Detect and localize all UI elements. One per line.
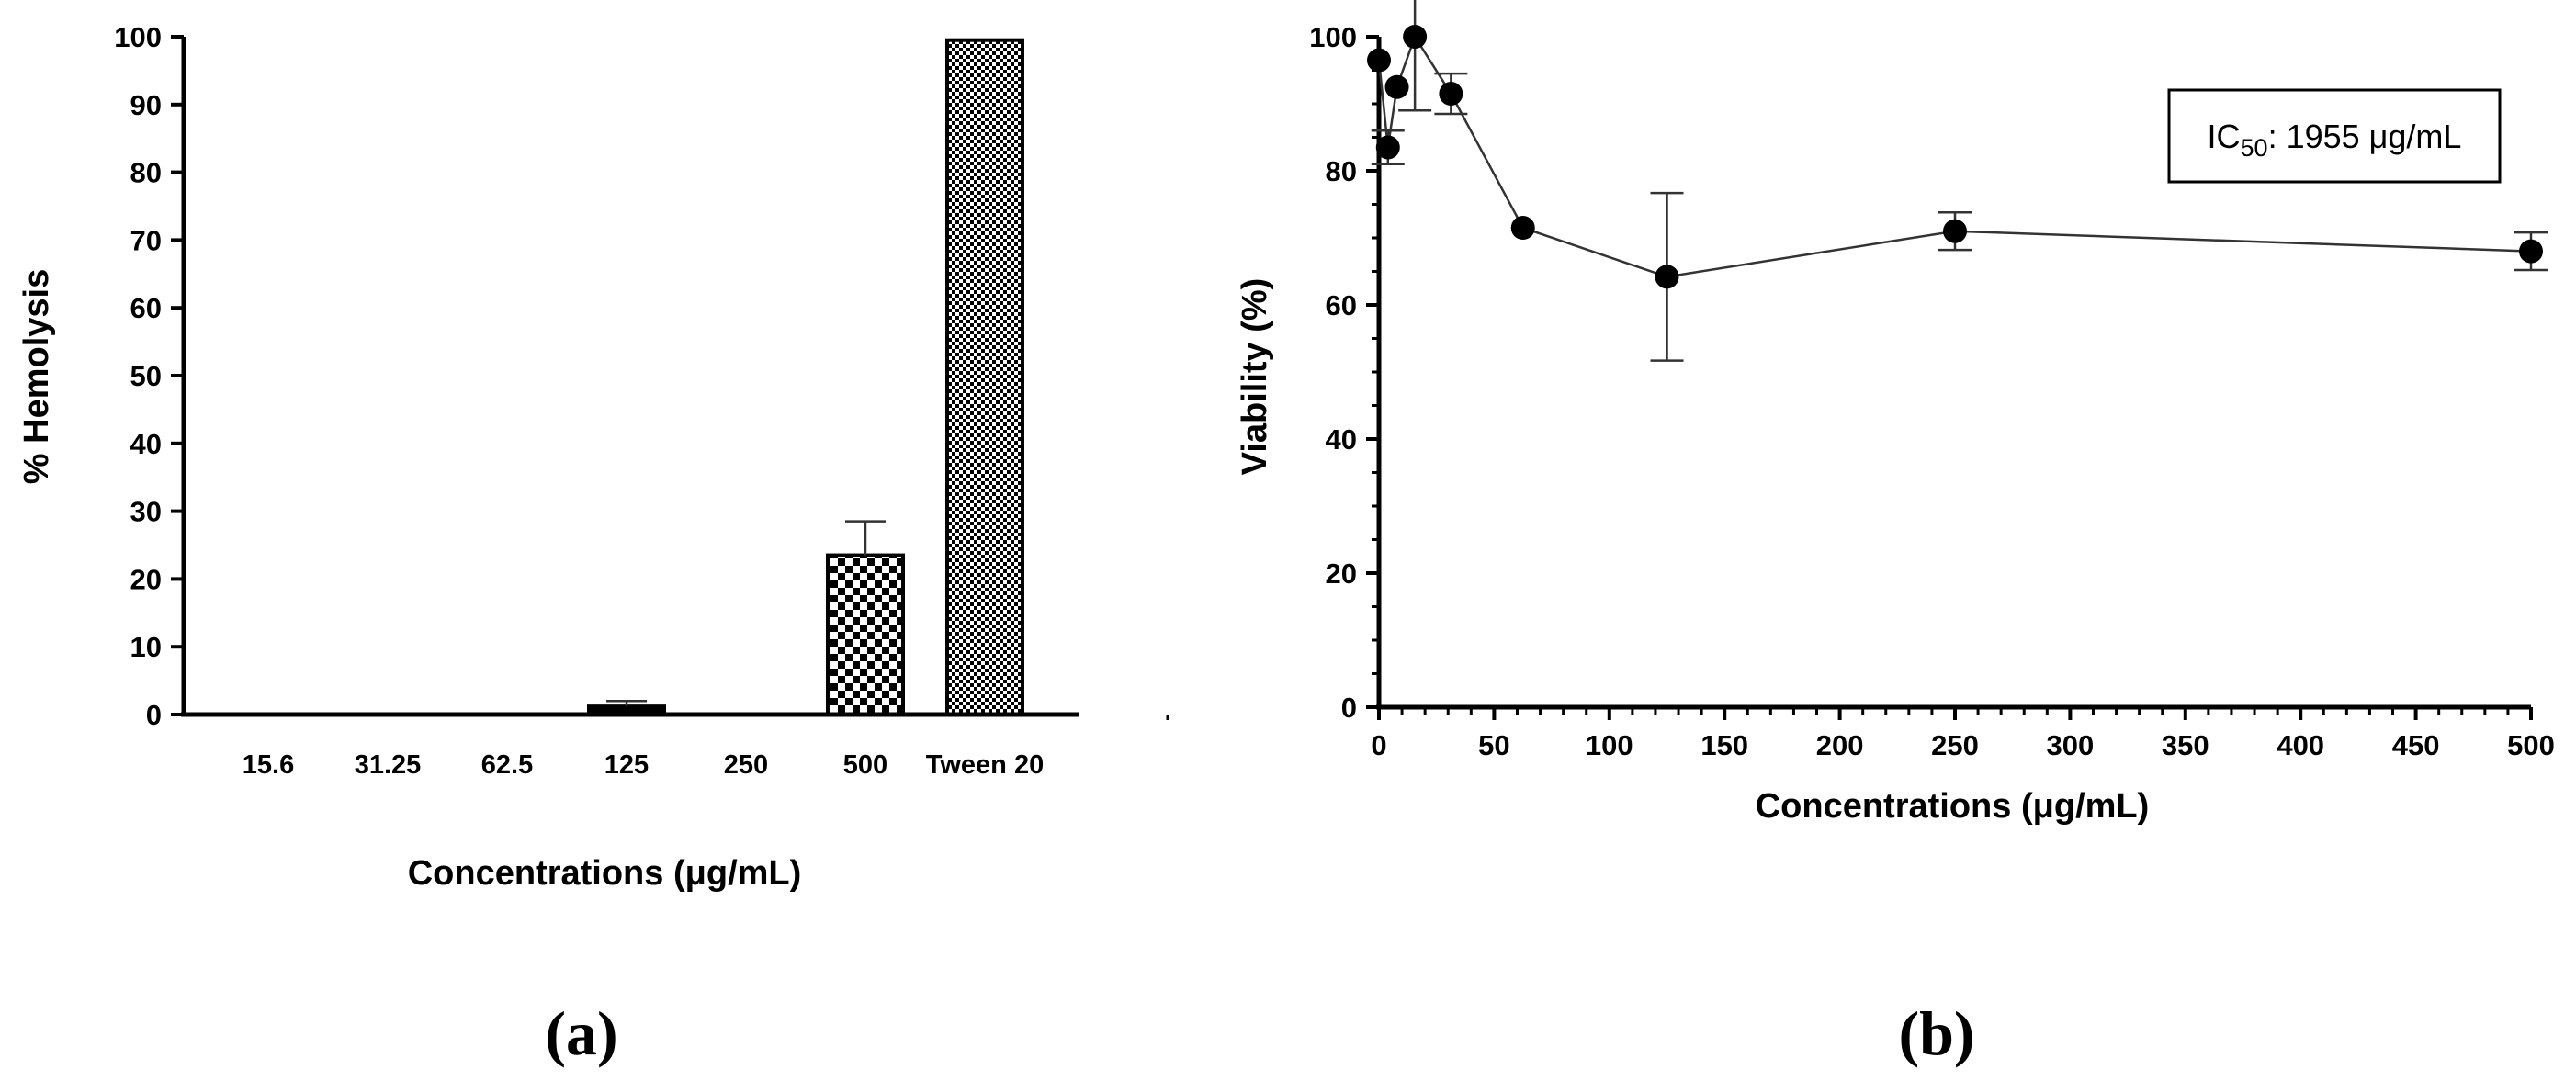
hemolysis-y-tick-label: 0 bbox=[146, 699, 162, 731]
viability-x-axis-label: Concentrations (μg/mL) bbox=[1756, 787, 2150, 826]
viability-x-tick-label: 400 bbox=[2277, 729, 2324, 761]
hemolysis-y-tick-label: 90 bbox=[130, 89, 162, 121]
hemolysis-y-tick-label: 40 bbox=[130, 428, 162, 460]
viability-point bbox=[2519, 239, 2543, 264]
hemolysis-y-tick-label: 20 bbox=[130, 563, 162, 595]
hemolysis-x-tick-label: 500 bbox=[843, 750, 887, 780]
hemolysis-y-tick-label: 60 bbox=[130, 292, 162, 324]
ic50-text: IC50: 1955 μg/mL bbox=[2208, 118, 2462, 162]
hemolysis-y-tick-label: 100 bbox=[114, 21, 162, 53]
hemolysis-y-tick-label: 70 bbox=[130, 224, 162, 256]
viability-y-tick-label: 80 bbox=[1326, 155, 1357, 187]
viability-chart: 0 20 40 60 80 100 0 50 100 150 200 250 300 350 400 450… bbox=[1236, 0, 2555, 1068]
hemolysis-bar bbox=[945, 38, 1024, 716]
hemolysis-x-tick-labels: 15.6 31.25 62.5 125 250 500 Tween 20 bbox=[243, 750, 1044, 780]
viability-y-tick-label: 40 bbox=[1326, 423, 1357, 456]
ic50-box bbox=[2167, 88, 2502, 184]
ic50-annotation: IC50: 1955 μg/mL bbox=[2167, 88, 2502, 184]
hemolysis-y-axis-label: % Hemolysis bbox=[17, 269, 56, 484]
hemolysis-y-tick-label: 50 bbox=[130, 360, 162, 392]
viability-x-tick-label: 0 bbox=[1371, 729, 1386, 761]
viability-x-tick-label: 100 bbox=[1586, 729, 1633, 761]
viability-x-tick-label: 350 bbox=[2162, 729, 2209, 761]
hemolysis-bars bbox=[587, 38, 1024, 716]
hemolysis-y-axis-ticks: 0 10 20 30 40 50 60 70 80 90 100 bbox=[114, 21, 184, 731]
panel-label-b: (b) bbox=[1898, 998, 1974, 1068]
viability-point bbox=[1510, 216, 1535, 241]
hemolysis-bar bbox=[826, 553, 905, 716]
viability-point bbox=[1384, 74, 1409, 99]
hemolysis-x-tick-label: Tween 20 bbox=[926, 750, 1044, 780]
viability-x-tick-label: 200 bbox=[1816, 729, 1864, 761]
hemolysis-x-axis-label: Concentrations (μg/mL) bbox=[408, 854, 802, 893]
hemolysis-x-tick-label: 125 bbox=[604, 750, 649, 780]
viability-y-axis-ticks: 0 20 40 60 80 100 bbox=[1309, 21, 1379, 724]
panel-label-a: (a) bbox=[545, 998, 617, 1068]
hemolysis-y-tick-label: 30 bbox=[130, 496, 162, 528]
viability-point bbox=[1655, 265, 1679, 289]
viability-point bbox=[1375, 135, 1400, 160]
viability-point bbox=[1403, 25, 1428, 49]
viability-y-tick-label: 0 bbox=[1341, 692, 1357, 724]
hemolysis-y-tick-label: 10 bbox=[130, 631, 162, 663]
viability-point bbox=[1439, 82, 1463, 107]
viability-x-tick-label: 250 bbox=[1931, 729, 1979, 761]
viability-y-tick-label: 20 bbox=[1326, 557, 1357, 590]
viability-series bbox=[1367, 0, 2548, 362]
hemolysis-chart: 0 10 20 30 40 50 60 70 80 90 100 15.6 31.25 62.5 125 2… bbox=[17, 21, 1079, 1068]
viability-x-tick-label: 500 bbox=[2507, 729, 2555, 761]
viability-point bbox=[1367, 48, 1391, 73]
viability-x-tick-label: 150 bbox=[1700, 729, 1748, 761]
hemolysis-x-tick-label: 62.5 bbox=[481, 750, 533, 780]
viability-x-axis-ticks: 0 50 100 150 200 250 300 350 400 450 500 bbox=[1371, 707, 2555, 761]
hemolysis-y-tick-label: 80 bbox=[130, 157, 162, 189]
viability-x-tick-label: 50 bbox=[1478, 729, 1509, 761]
viability-x-tick-label: 300 bbox=[2047, 729, 2095, 761]
viability-y-tick-label: 100 bbox=[1309, 21, 1357, 53]
viability-y-tick-label: 60 bbox=[1326, 289, 1357, 321]
hemolysis-x-tick-label: 250 bbox=[724, 750, 768, 780]
viability-x-tick-label: 450 bbox=[2392, 729, 2440, 761]
viability-point bbox=[1943, 219, 1967, 243]
hemolysis-x-tick-label: 15.6 bbox=[243, 750, 294, 780]
hemolysis-x-tick-label: 31.25 bbox=[355, 750, 422, 780]
viability-y-axis-label: Viability (%) bbox=[1236, 278, 1274, 476]
